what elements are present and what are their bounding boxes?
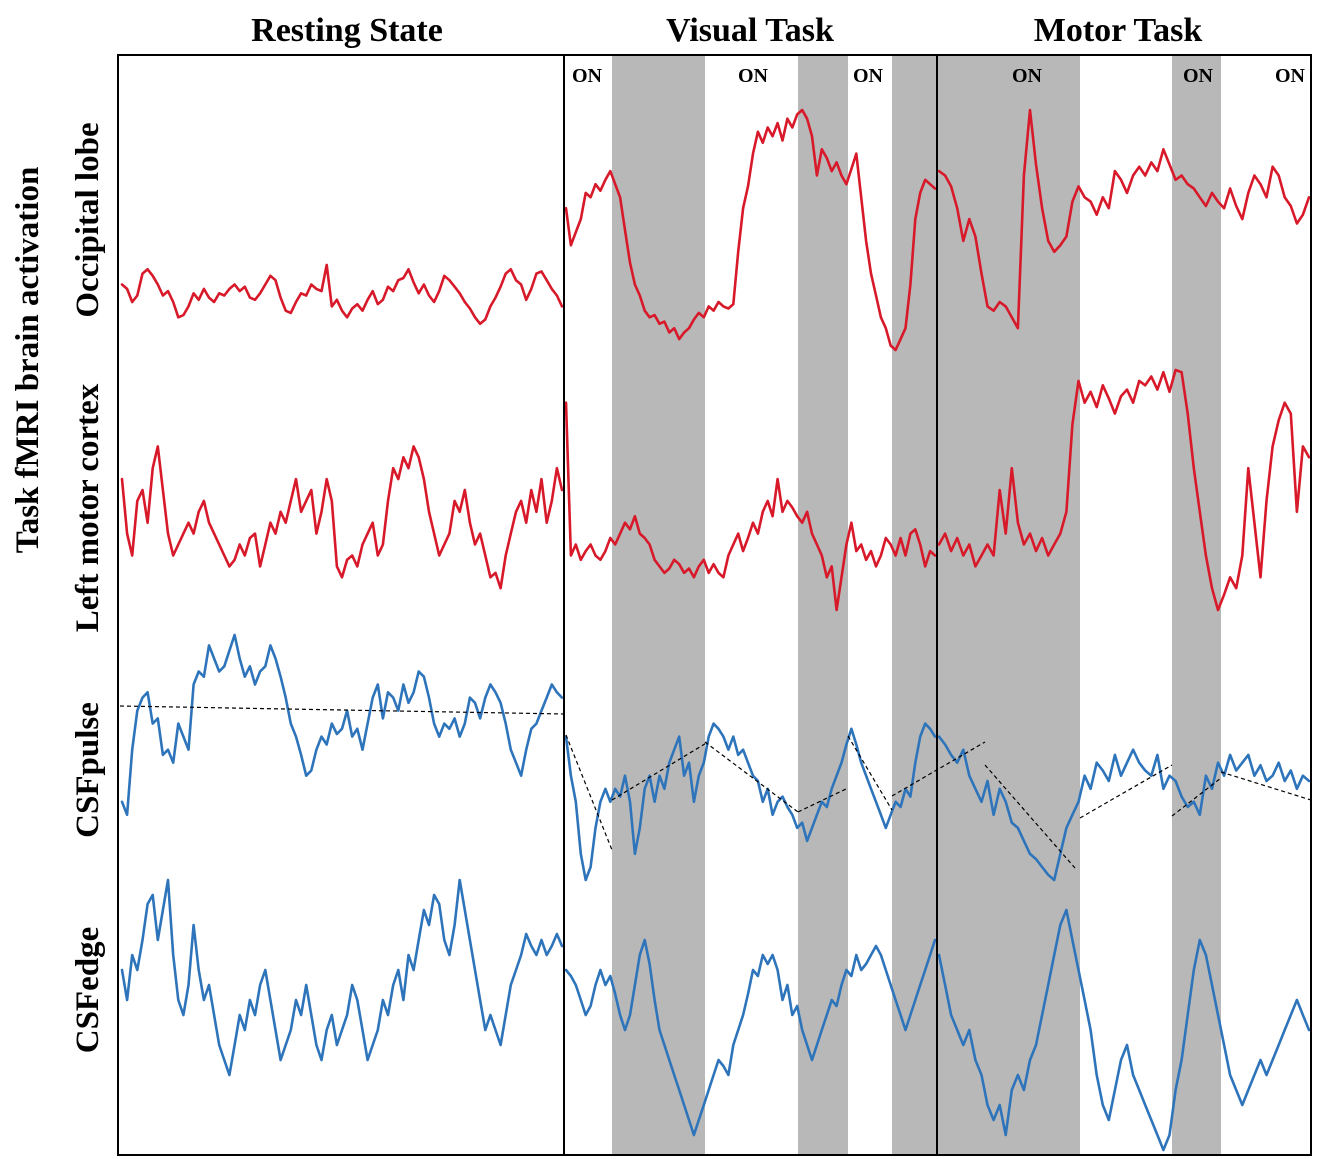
on-label: ON: [853, 65, 884, 87]
trend-line: [1079, 764, 1173, 819]
on-label: ON: [572, 65, 603, 87]
series-line-csfedge-segment-1: [120, 878, 564, 1077]
y-axis-title: Task fMRI brain activation: [10, 167, 46, 554]
series-line-left-motor-cortex-segment-2: [564, 401, 937, 612]
visual-off-block: [612, 56, 705, 1154]
trend-line: [1171, 777, 1222, 817]
off-block-layer: [612, 56, 1221, 1154]
trend-line: [984, 764, 1076, 869]
series-line-csfpulse-segment-3: [937, 735, 1311, 882]
section-title-resting: Resting State: [251, 12, 443, 49]
trend-line: [891, 741, 986, 797]
row-label-left-motor-cortex: Left motor cortex: [70, 383, 106, 632]
on-label: ON: [1275, 65, 1306, 87]
row-label-csfpulse: CSFpulse: [70, 702, 106, 838]
series-line-left-motor-cortex-segment-1: [120, 445, 564, 590]
trend-line: [847, 735, 893, 811]
trend-line: [797, 787, 849, 813]
motor-off-block: [985, 56, 1080, 1154]
series-line-left-motor-cortex-segment-3: [937, 368, 1311, 612]
trend-line: [119, 705, 565, 715]
on-label: ON: [1012, 65, 1043, 87]
series-line-csfpulse-segment-2: [564, 722, 937, 882]
row-label-occipital-lobe: Occipital lobe: [70, 122, 106, 317]
motor-lead-off-block: [937, 56, 985, 1154]
series-line-occipital-lobe-segment-3: [937, 108, 1311, 330]
trend-line: [704, 741, 799, 813]
section-title-visual: Visual Task: [666, 12, 834, 49]
series-line-occipital-lobe-segment-2: [564, 108, 937, 352]
trend-line: [1220, 771, 1312, 801]
series-layer: [120, 108, 1311, 1152]
series-line-csfedge-segment-3: [937, 908, 1311, 1152]
series-line-csfpulse-segment-1: [120, 633, 564, 817]
series-line-csfedge-segment-2: [564, 938, 937, 1137]
on-label: ON: [1183, 65, 1214, 87]
trend-line-layer: [119, 705, 1312, 869]
section-title-motor: Motor Task: [1034, 12, 1203, 49]
motor-off-block: [1172, 56, 1221, 1154]
series-line-occipital-lobe-segment-1: [120, 263, 564, 326]
trend-line: [611, 741, 709, 801]
on-label: ON: [738, 65, 769, 87]
plot-frame: [117, 54, 1312, 1156]
on-label-layer: ON ON ON ON ON ON: [572, 65, 1306, 87]
visual-off-block: [798, 56, 848, 1154]
row-label-csfedge: CSFedge: [70, 927, 106, 1054]
